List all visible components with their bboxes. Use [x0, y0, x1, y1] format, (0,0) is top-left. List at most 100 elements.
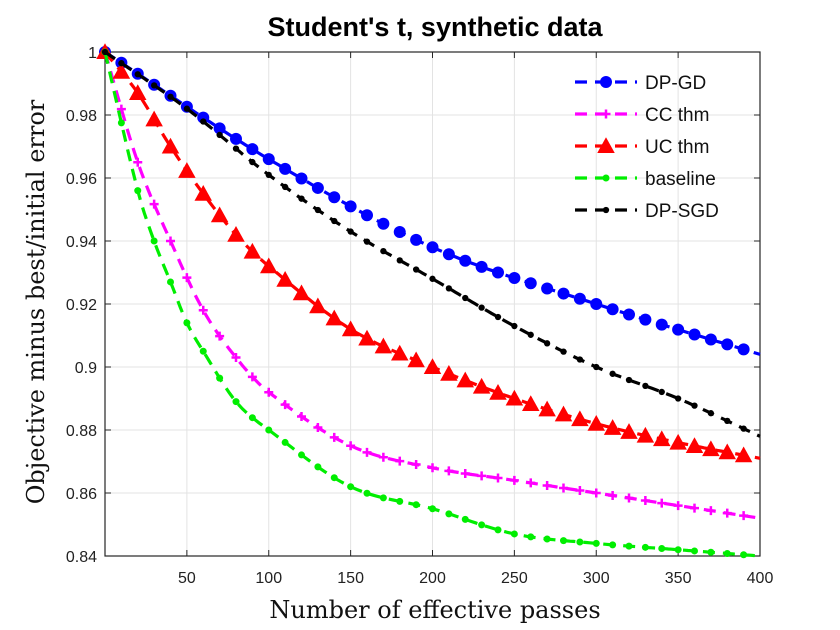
series-marker — [216, 131, 223, 139]
series-marker — [331, 217, 338, 225]
series-marker — [494, 313, 502, 321]
legend: DP-GD CC thm UC thm baseline DP-SGD — [575, 73, 719, 222]
series-marker — [456, 371, 474, 388]
series-marker — [295, 172, 308, 185]
legend-label: baseline — [645, 169, 716, 190]
series-marker — [737, 343, 750, 356]
series-marker — [145, 110, 163, 127]
series-marker — [543, 340, 551, 347]
series-marker — [230, 132, 242, 145]
series-marker — [264, 387, 274, 397]
series-marker — [505, 389, 524, 406]
series-marker — [601, 109, 611, 119]
series-marker — [625, 376, 633, 384]
series-marker — [199, 347, 207, 355]
series-marker — [740, 425, 747, 432]
series-marker — [560, 537, 567, 545]
x-tick-label: 250 — [501, 570, 528, 587]
series-marker — [508, 272, 521, 285]
y-tick-label: 1 — [88, 45, 97, 62]
series-marker — [363, 238, 371, 245]
series-marker — [423, 358, 442, 374]
series-marker — [489, 383, 507, 400]
series-marker — [281, 183, 289, 191]
series-marker — [200, 118, 207, 125]
series-marker — [672, 323, 685, 336]
series-marker — [101, 48, 109, 56]
series-marker — [150, 237, 158, 245]
series-marker — [702, 440, 720, 457]
grid-lines — [105, 51, 761, 557]
y-tick-label: 0.86 — [66, 486, 97, 503]
series-marker — [623, 308, 635, 321]
x-tick-label: 200 — [419, 570, 446, 587]
series-marker — [133, 157, 143, 167]
series-marker — [691, 402, 698, 409]
series-marker — [346, 441, 356, 451]
series-marker — [129, 84, 147, 100]
series-marker — [198, 305, 208, 315]
series-marker — [311, 181, 324, 194]
series-marker — [362, 447, 372, 457]
x-tick-label: 350 — [665, 570, 692, 587]
series-marker — [194, 185, 212, 201]
series-marker — [575, 485, 585, 495]
series-marker — [460, 469, 470, 479]
series-marker — [358, 329, 376, 346]
axes: 50 100 150 200 250 300 350 400 0.84 0.86 0.88 0.9 0.… — [66, 45, 774, 587]
series-marker — [314, 206, 322, 214]
y-tick-label: 0.94 — [66, 234, 97, 251]
series-marker — [674, 546, 682, 554]
series-marker — [478, 304, 485, 311]
series-marker — [462, 294, 469, 302]
series-marker — [559, 483, 568, 493]
series-marker — [602, 174, 610, 182]
series-marker — [243, 242, 262, 259]
series-marker — [276, 271, 294, 287]
series-marker — [655, 318, 668, 331]
series-marker — [395, 456, 405, 466]
series-marker — [593, 363, 600, 371]
legend-label: CC thm — [645, 105, 709, 126]
y-tick-label: 0.84 — [66, 549, 97, 566]
series-marker — [640, 496, 650, 506]
series-marker — [377, 217, 390, 230]
series-marker — [444, 466, 454, 476]
series-marker — [620, 423, 638, 439]
series-marker — [493, 473, 503, 483]
legend-label: DP-SGD — [645, 201, 719, 222]
x-tick-label: 400 — [747, 570, 774, 587]
series-marker — [325, 309, 343, 326]
series-marker — [292, 284, 311, 301]
series-marker — [213, 122, 226, 135]
series-marker — [249, 158, 256, 166]
plot-frame — [104, 51, 761, 557]
series-marker — [653, 430, 671, 447]
series-marker — [673, 501, 683, 511]
series-marker — [494, 526, 502, 534]
series-marker — [543, 535, 551, 543]
series-marker — [149, 199, 159, 209]
series-marker — [232, 145, 240, 152]
series-marker — [721, 338, 734, 351]
series-marker — [396, 497, 404, 505]
series-marker — [641, 543, 649, 551]
series-marker — [309, 297, 327, 314]
series-marker — [690, 503, 699, 513]
series-marker — [442, 248, 455, 261]
series-marker — [478, 521, 486, 529]
series-marker — [510, 530, 518, 538]
series-marker — [592, 539, 600, 547]
series-marker — [298, 451, 305, 459]
series-marker — [182, 273, 192, 283]
series-marker — [313, 423, 323, 433]
series-marker — [178, 162, 196, 178]
series-marker — [440, 365, 458, 381]
series-marker — [685, 437, 704, 453]
legend-item: CC thm — [575, 105, 709, 126]
series-marker — [363, 489, 371, 497]
series-marker — [216, 374, 224, 382]
series-marker — [112, 62, 131, 79]
series-marker — [393, 225, 406, 238]
series-marker — [247, 372, 257, 382]
